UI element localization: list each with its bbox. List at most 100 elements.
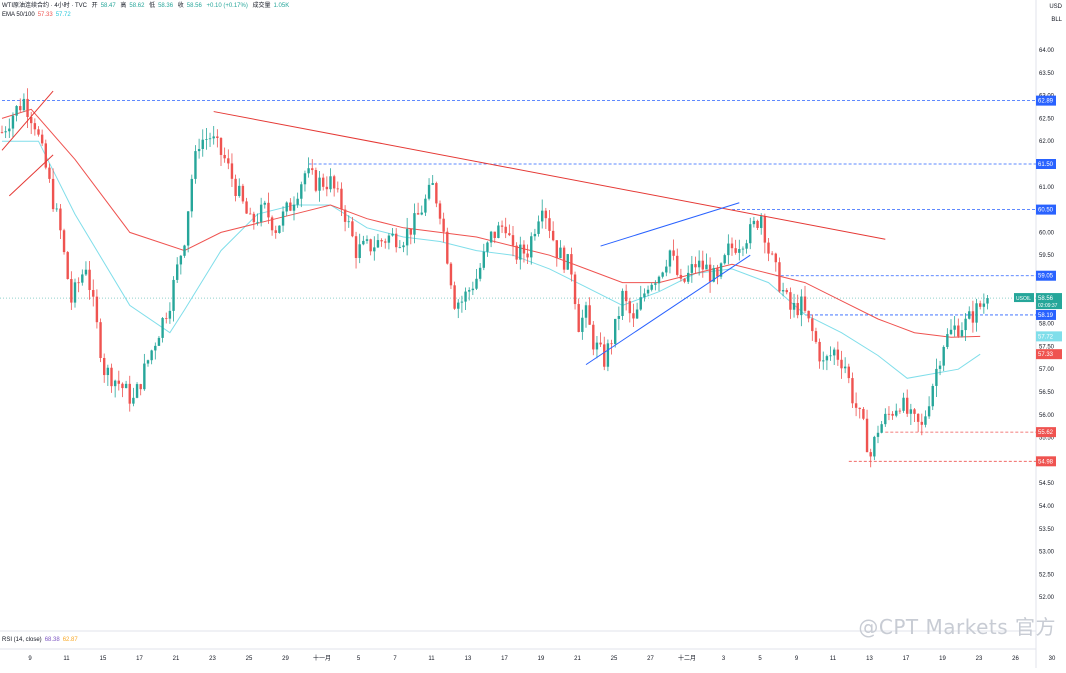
candle-body <box>588 305 591 325</box>
candle-body <box>391 233 394 236</box>
candle-body <box>818 341 821 362</box>
trend-line <box>8 154 54 197</box>
change-value: +0.10 (+0.17%) <box>206 3 248 9</box>
candle-body <box>252 213 256 223</box>
candle-body <box>833 349 836 356</box>
candle-body <box>194 151 197 179</box>
candle-body <box>719 263 723 277</box>
candle-body <box>654 283 657 285</box>
candle-body <box>825 356 829 361</box>
level-tag-label: 60.50 <box>1038 208 1054 214</box>
candle-body <box>913 409 916 414</box>
candle-body <box>957 325 960 337</box>
price-tag-label: 57.33 <box>1038 352 1054 358</box>
candle-body <box>139 384 142 390</box>
candle-body <box>891 413 894 416</box>
candle-body <box>19 106 22 111</box>
y-tick-label: 53.00 <box>1039 550 1055 556</box>
rsi-legend[interactable]: RSI (14, close) 68.38 62.87 <box>2 636 81 644</box>
candle-body <box>938 365 942 369</box>
y-tick-label: 54.00 <box>1039 504 1055 510</box>
candle-body <box>690 264 694 273</box>
candle-body <box>544 210 548 219</box>
currency-label[interactable]: USD <box>1049 4 1062 10</box>
candle-body <box>906 397 909 414</box>
candle-body <box>256 221 259 223</box>
level-tag <box>1036 427 1056 438</box>
candle-body <box>807 310 810 319</box>
candle-body <box>168 310 172 319</box>
candle-body <box>522 244 526 254</box>
trend-line <box>213 111 886 240</box>
candle-body <box>551 230 555 241</box>
candle-body <box>756 220 759 228</box>
candle-body <box>624 290 628 302</box>
candle-body <box>486 242 489 252</box>
candle-body <box>62 230 66 253</box>
candle-body <box>442 218 445 232</box>
candle-body <box>573 274 577 305</box>
candle-body <box>829 355 832 357</box>
candle-body <box>606 343 610 367</box>
candle-body <box>336 188 339 190</box>
candle-body <box>270 217 274 231</box>
candle-body <box>384 241 387 243</box>
candle-body <box>986 298 989 304</box>
candle-body <box>785 290 788 293</box>
y-tick-label: 53.50 <box>1039 527 1055 533</box>
candle-body <box>537 221 540 234</box>
price-tag <box>1036 331 1062 342</box>
rsi-label: RSI (14, close) <box>2 637 42 643</box>
candle-body <box>106 367 110 376</box>
candle-body <box>916 413 920 422</box>
candle-body <box>212 136 215 139</box>
candle-body <box>570 254 573 275</box>
candle-body <box>8 128 11 132</box>
ema-legend[interactable]: EMA 50/100 57.33 57.72 <box>2 11 74 19</box>
candle-body <box>687 272 690 282</box>
candle-body <box>216 136 219 138</box>
symbol-title[interactable]: WTI原油连续合约 · 4小时 · TVC <box>2 3 87 9</box>
level-tag <box>1036 270 1056 281</box>
unit-label[interactable]: BLL <box>1051 17 1062 23</box>
x-tick-label: 11 <box>428 656 435 662</box>
candle-body <box>975 303 978 323</box>
trend-line <box>585 254 751 366</box>
candle-body <box>292 204 296 211</box>
high-label: 高 <box>120 3 127 9</box>
candle-body <box>48 167 51 179</box>
candle-body <box>931 385 934 407</box>
candle-body <box>712 268 715 282</box>
candle-body <box>519 244 522 260</box>
candle-body <box>121 383 124 389</box>
x-tick-label: 11 <box>830 656 837 662</box>
candle-body <box>760 216 763 228</box>
candle-body <box>369 239 372 252</box>
candle-body <box>493 231 496 238</box>
candle-body <box>555 240 558 259</box>
candle-body <box>500 225 504 227</box>
candle-body <box>843 366 847 369</box>
candle-body <box>110 367 113 387</box>
candle-body <box>438 203 442 219</box>
candle-body <box>683 278 686 282</box>
candle-body <box>511 235 515 246</box>
candle-body <box>770 253 774 255</box>
candle-body <box>460 301 464 303</box>
candle-body <box>628 301 631 314</box>
level-tag <box>1036 204 1056 215</box>
candle-body <box>22 98 26 111</box>
candle-body <box>234 178 237 196</box>
level-tag-label: 61.50 <box>1038 162 1054 168</box>
candle-body <box>632 313 635 319</box>
candle-body <box>533 233 537 237</box>
x-tick-label: 17 <box>903 656 910 662</box>
candle-body <box>33 123 37 130</box>
candle-body <box>701 260 704 270</box>
candle-body <box>99 322 102 358</box>
candle-body <box>103 357 106 376</box>
candle-body <box>351 221 354 237</box>
x-tick-label: 27 <box>647 656 654 662</box>
